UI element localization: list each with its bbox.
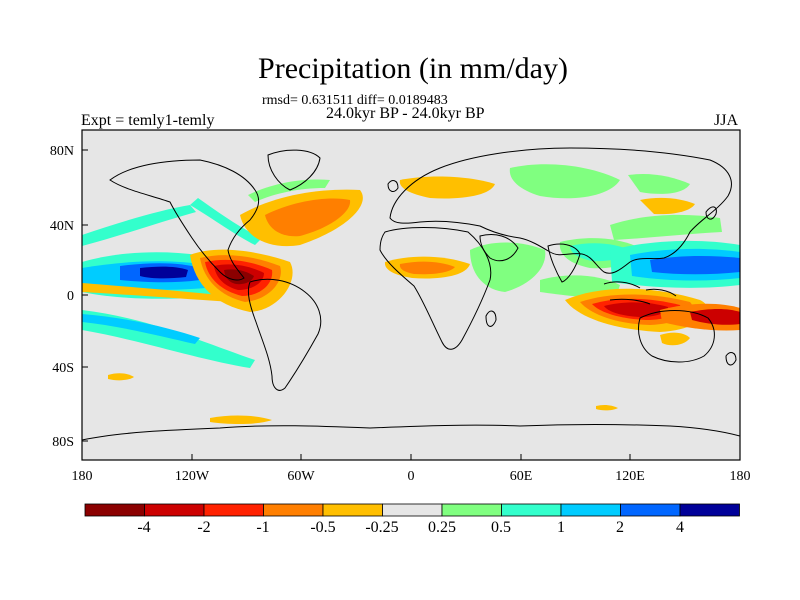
colorbar-label-9: 2 [616, 519, 624, 536]
siberia-wet [628, 174, 690, 194]
colorbar-swatch-2 [144, 503, 205, 517]
colorbar-swatch-1 [84, 503, 145, 517]
lon-label-0: 0 [408, 469, 415, 484]
colorbar-swatch-7 [441, 503, 502, 517]
colorbar-label-4: -0.5 [310, 519, 335, 536]
colorbar-label-2: -2 [197, 519, 210, 536]
season-label: JJA [714, 112, 739, 129]
japan-coast [705, 206, 717, 220]
period-subtitle: 24.0kyr BP - 24.0kyr BP [326, 105, 485, 122]
coastlines [82, 147, 740, 441]
experiment-label: Expt = temly1-temly [81, 112, 215, 129]
uk-coast [387, 180, 399, 192]
south-pacific-wet-core [82, 314, 200, 344]
south-pacific-dry-strong [690, 309, 740, 325]
colorbar-label-7: 0.5 [491, 519, 511, 536]
lon-label-60w: 60W [287, 469, 315, 484]
colorbar-swatch-3 [203, 503, 264, 517]
longitude-ticks [81, 454, 741, 460]
colorbar [84, 503, 740, 517]
colorbar-label-1: -4 [137, 519, 150, 536]
north-america-coast [109, 159, 260, 281]
latitude-ticks [82, 149, 88, 442]
antarctic-coast-dry-east [596, 404, 618, 411]
lat-label-0: 0 [67, 289, 74, 304]
lon-label-120e: 120E [615, 469, 645, 484]
north-atlantic-wet-north [248, 179, 330, 202]
antarctica-coast [82, 424, 740, 441]
sahel-dry-mid [399, 261, 455, 275]
stats-subtitle: rmsd= 0.631511 diff= 0.0189483 [262, 93, 448, 108]
greenland-coast [267, 149, 321, 191]
colorbar-swatch-10 [620, 503, 681, 517]
east-asia-wet [610, 214, 722, 240]
colorbar-label-5: -0.25 [365, 519, 398, 536]
southern-ocean-dry-patch [660, 332, 690, 346]
map-title: Precipitation (in mm/day) [258, 52, 568, 85]
eurasia-wet [509, 164, 620, 199]
madagascar-coast [485, 310, 497, 327]
lon-label-60e: 60E [510, 469, 533, 484]
west-pacific-wet-max [650, 255, 740, 275]
india-coast [547, 243, 581, 283]
colorbar-label-3: -1 [256, 519, 269, 536]
southern-ocean-dry-strip [108, 373, 134, 381]
colorbar-label-8: 1 [557, 519, 565, 536]
colorbar-swatch-6 [382, 503, 443, 517]
eurasia-coast [389, 147, 732, 274]
colorbar-swatch-11 [679, 503, 740, 517]
colorbar-swatch-4 [263, 503, 324, 517]
east-pacific-wet-peak [140, 266, 188, 279]
north-atlantic-dry-mid [265, 198, 351, 237]
lat-label-40n: 40N [50, 219, 74, 234]
lat-label-80n: 80N [50, 144, 74, 159]
antarctic-coast-dry [210, 415, 272, 425]
colorbar-label-10: 4 [676, 519, 684, 536]
australia-coast [638, 310, 715, 363]
indonesia-coast [603, 281, 677, 305]
lat-label-80s: 80S [52, 435, 74, 450]
colorbar-label-6: 0.25 [428, 519, 456, 536]
north-atlantic-wet [190, 198, 262, 245]
central-america-dry-peak [224, 269, 254, 285]
east-africa-wet [470, 242, 546, 292]
africa-coast [379, 227, 492, 350]
arabia-coast [479, 234, 519, 262]
colorbar-swatch-9 [560, 503, 621, 517]
south-america-coast [247, 278, 322, 391]
lon-label-180-east: 180 [730, 469, 751, 484]
colorbar-swatch-8 [501, 503, 562, 517]
europe-dry [399, 176, 495, 199]
lat-label-40s: 40S [52, 361, 74, 376]
new-zealand-coast [725, 352, 737, 366]
north-pacific-dry-strip [82, 283, 232, 302]
east-asia-dry [640, 197, 695, 215]
lon-label-180-west: 180 [72, 469, 93, 484]
lon-label-120w: 120W [175, 469, 210, 484]
north-pacific-wet-band [82, 205, 196, 246]
anomaly-fields [82, 164, 740, 425]
colorbar-swatch-5 [322, 503, 383, 517]
